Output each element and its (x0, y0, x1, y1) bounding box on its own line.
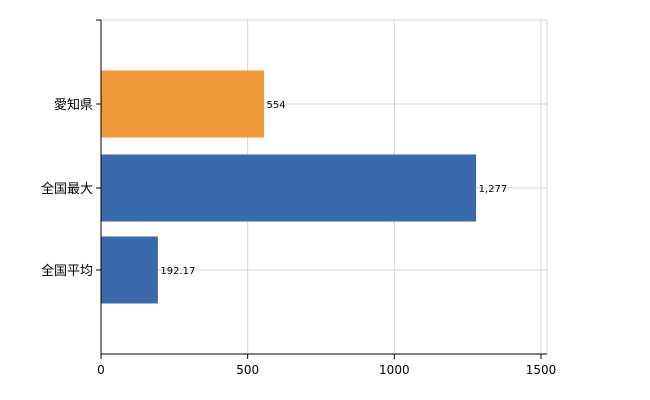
data-label-2: 192.17 (160, 266, 195, 277)
bar-2 (100, 236, 158, 304)
category-label-1: 全国最大 (41, 181, 93, 197)
category-label-2: 全国平均 (41, 263, 93, 279)
bar-1 (100, 154, 477, 222)
x-tick-label-2: 1000 (379, 363, 410, 377)
bars (100, 70, 477, 304)
bar-0 (100, 70, 265, 138)
x-tick-label-1: 500 (236, 363, 259, 377)
category-label-0: 愛知県 (54, 97, 93, 113)
data-label-1: 1,277 (479, 184, 508, 195)
labels: 554 愛知県 1,277 全国最大 192.17 全国平均 0 500 1000 1500 (41, 97, 556, 377)
x-tick-label-3: 1500 (526, 363, 557, 377)
data-label-0: 554 (267, 100, 286, 111)
x-tick-label-0: 0 (97, 363, 105, 377)
axes (96, 19, 547, 359)
